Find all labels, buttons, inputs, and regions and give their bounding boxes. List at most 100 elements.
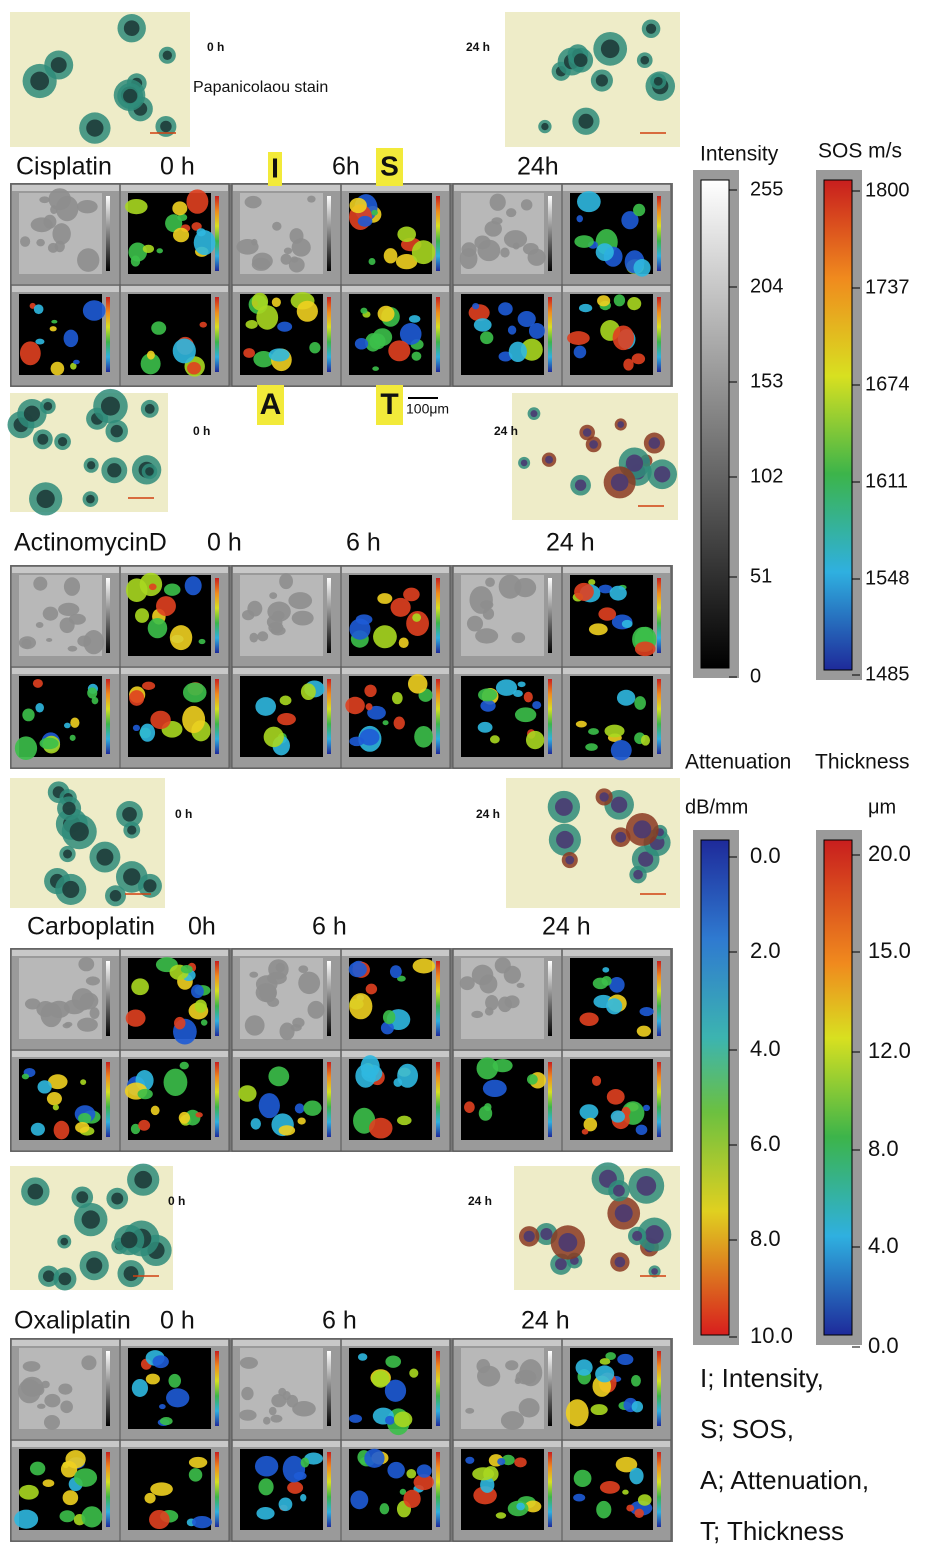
blob (256, 1507, 274, 1520)
panel-header (563, 286, 670, 292)
blob (39, 738, 58, 749)
blob (641, 735, 650, 746)
micrograph (512, 393, 678, 520)
blob (574, 1470, 592, 1487)
blob (258, 1478, 273, 1495)
panel-header (454, 1340, 561, 1346)
blob (298, 965, 308, 973)
blob (383, 1010, 395, 1024)
blob (309, 342, 320, 353)
scan-panel (562, 1050, 671, 1151)
colorbar-tick-label: 15.0 (868, 938, 911, 963)
blob (173, 338, 196, 363)
blob (33, 679, 43, 688)
blob (588, 579, 595, 585)
nucleus (583, 428, 592, 437)
blob (574, 583, 594, 601)
blob (191, 984, 204, 998)
blob (627, 297, 641, 310)
blob (35, 339, 44, 345)
panel-header (233, 1051, 340, 1057)
colorbar-title: Intensity (700, 143, 779, 166)
time-label: 0 h (160, 1307, 195, 1335)
blob (345, 697, 365, 714)
blob (582, 1129, 589, 1135)
blob (515, 707, 536, 722)
nucleus (111, 425, 123, 437)
blob (516, 1503, 525, 1511)
blob (83, 300, 106, 321)
scan-panel (562, 285, 671, 386)
blob (637, 1026, 651, 1037)
colorbar-tick-label: 8.0 (750, 1226, 781, 1251)
blob (300, 1494, 306, 1501)
panel-colorbar (106, 1062, 110, 1137)
blob (268, 1066, 289, 1086)
micrograph (506, 778, 680, 908)
nucleus (617, 421, 624, 428)
blob (149, 584, 157, 591)
blob (483, 1080, 507, 1097)
panel-header (342, 1051, 449, 1057)
blob (35, 703, 44, 712)
blob (195, 1112, 202, 1117)
blob (579, 304, 592, 312)
blob (295, 1103, 305, 1113)
nucleus (82, 1210, 100, 1228)
blob (377, 593, 392, 604)
scan-panel (11, 667, 120, 768)
panel-colorbar (215, 196, 219, 271)
blob (371, 210, 378, 216)
blob (369, 333, 385, 349)
blob (614, 294, 625, 306)
blob (500, 248, 509, 258)
blob (384, 248, 398, 263)
scan-panel (232, 1050, 341, 1151)
blob (633, 259, 650, 277)
blob (272, 297, 281, 307)
blob (364, 685, 376, 697)
blob (30, 1462, 45, 1476)
blob (532, 701, 541, 709)
blob (153, 1355, 169, 1368)
nucleus (524, 1231, 535, 1242)
colorbar-tick-label: 6.0 (750, 1131, 781, 1156)
panel-colorbar (548, 679, 552, 754)
blob (156, 596, 176, 616)
blob (195, 999, 207, 1012)
blob (519, 1398, 540, 1417)
nucleus (556, 831, 574, 849)
blob (480, 700, 495, 712)
colorbar-tick-label: 0.0 (868, 1333, 899, 1358)
blob (20, 236, 30, 247)
nucleus (596, 74, 608, 86)
nucleus (613, 1185, 625, 1197)
blob (51, 362, 65, 376)
blob (125, 199, 148, 214)
scan-panel (341, 667, 450, 768)
blob (60, 617, 75, 633)
time-label: 24 h (546, 529, 595, 557)
panel-colorbar (657, 196, 661, 271)
nucleus (651, 1268, 658, 1275)
panel-colorbar (106, 1452, 110, 1527)
blob (44, 1415, 60, 1430)
blob (73, 360, 80, 365)
blob (272, 222, 281, 231)
blob (349, 198, 366, 213)
blob (380, 1503, 390, 1514)
blob (243, 348, 255, 358)
blob (574, 346, 587, 359)
nucleus (574, 53, 588, 67)
blob (80, 1079, 86, 1085)
blob (303, 1100, 321, 1115)
blob (611, 1110, 625, 1122)
panel-header (563, 668, 670, 674)
blob (64, 330, 79, 348)
panel-header (454, 185, 561, 191)
blob (279, 573, 293, 589)
blob (92, 697, 99, 704)
blob (81, 1355, 96, 1370)
nucleus (163, 51, 172, 60)
colorbar-tick-label: 1800 (865, 179, 910, 201)
